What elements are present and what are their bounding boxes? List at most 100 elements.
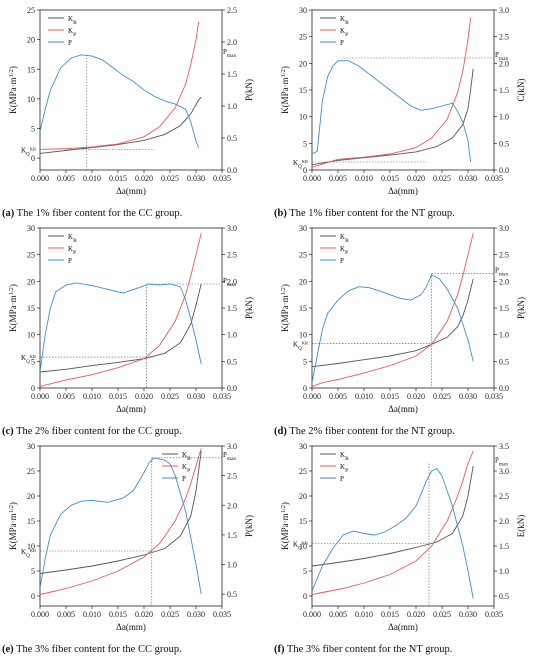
y-axis-label-exp: 1/2 bbox=[280, 505, 287, 513]
caption-text: The 1% fiber content for the CC group. bbox=[14, 208, 182, 219]
x-tick-label: 0.000 bbox=[303, 392, 321, 401]
pmax-label-main: P bbox=[223, 451, 227, 459]
legend-entry-name: K bbox=[68, 15, 73, 23]
y2-tick-label: 0.5 bbox=[227, 134, 237, 143]
y-tick-label: 5 bbox=[31, 125, 35, 134]
y-tick-label: 0 bbox=[303, 166, 307, 175]
x-tick-label: 0.015 bbox=[381, 174, 399, 183]
y-axis-label: K(MPa·m1/2) bbox=[280, 284, 291, 332]
x-tick-label: 0.035 bbox=[485, 610, 503, 619]
kq-label: KQKR bbox=[21, 548, 36, 559]
legend-entry-name: P bbox=[68, 39, 72, 47]
y2-tick-label: 2.0 bbox=[499, 277, 509, 286]
y-tick-label: 15 bbox=[299, 86, 307, 95]
y2-tick-label: 0.5 bbox=[227, 357, 237, 366]
y-tick-label: 15 bbox=[27, 65, 35, 74]
plot-frame bbox=[39, 9, 223, 171]
y2-tick-label: 1.0 bbox=[227, 102, 237, 111]
y2-tick-label: 2.5 bbox=[227, 6, 237, 15]
y2-tick-label: 2.5 bbox=[499, 492, 509, 501]
x-tick-label: 0.025 bbox=[433, 392, 451, 401]
legend-entry: P bbox=[340, 39, 344, 47]
legend-entry-name: K bbox=[340, 27, 345, 35]
legend-entry: KR bbox=[68, 15, 77, 26]
kq-label-sup: KR bbox=[302, 159, 308, 164]
series-line-p bbox=[39, 54, 200, 148]
pmax-label: Pmax bbox=[223, 48, 237, 59]
y2-axis-label: P(kN) bbox=[244, 79, 254, 101]
y-tick-label: 5 bbox=[303, 139, 307, 148]
pmax-label-sub: max bbox=[499, 56, 509, 62]
pmax-label-main: P bbox=[495, 457, 499, 465]
legend-entry-sub: R bbox=[345, 238, 349, 244]
y2-tick-label: 1.5 bbox=[499, 304, 509, 313]
kq-label-main: K bbox=[293, 341, 298, 349]
legend-entry: KR bbox=[340, 233, 349, 244]
x-tick-label: 0.005 bbox=[57, 174, 75, 183]
y2-tick-label: 1.0 bbox=[499, 567, 509, 576]
series-line-kr bbox=[311, 465, 474, 567]
y2-tick-label: 0.0 bbox=[499, 384, 509, 393]
legend-entry: KR bbox=[340, 451, 349, 462]
y-tick-label: 25 bbox=[27, 467, 35, 476]
pmax-label-main: P bbox=[223, 48, 227, 56]
y2-tick-label: 2.0 bbox=[227, 38, 237, 47]
y2-tick-label: 2.0 bbox=[499, 59, 509, 68]
y2-tick-label: 1.0 bbox=[227, 331, 237, 340]
series-line-p bbox=[39, 282, 202, 373]
x-tick-label: 0.010 bbox=[355, 174, 373, 183]
caption-text: The 3% fiber content for the CC group. bbox=[14, 644, 182, 655]
x-tick-label: 0.000 bbox=[31, 392, 49, 401]
y-axis-label-exp: 1/2 bbox=[280, 287, 287, 295]
y-tick-label: 25 bbox=[27, 6, 35, 15]
legend-entry: KR bbox=[340, 15, 349, 26]
y-tick-label: 30 bbox=[27, 224, 35, 233]
y-axis-label-text: K(MPa·m bbox=[8, 513, 18, 550]
caption-letter: (a) bbox=[2, 208, 15, 219]
x-axis-label: Δa(mm) bbox=[388, 622, 418, 632]
series-line-kp bbox=[39, 21, 200, 150]
x-tick-label: 0.035 bbox=[213, 610, 231, 619]
x-tick-label: 0.025 bbox=[161, 174, 179, 183]
y-tick-label: 15 bbox=[27, 304, 35, 313]
panel-f: 0.000 0.005 0.010 0.015 0.020 0.025 0.030 0.035… bbox=[274, 442, 526, 655]
kq-label-main: K bbox=[293, 159, 298, 167]
panel-e: 0.000 0.005 0.010 0.015 0.020 0.025 0.030 0.035… bbox=[2, 442, 254, 655]
y2-tick-label: 3.0 bbox=[499, 467, 509, 476]
y2-tick-label: 3.0 bbox=[499, 224, 509, 233]
x-tick-label: 0.000 bbox=[303, 610, 321, 619]
kq-label: KQKR bbox=[21, 354, 36, 365]
y-tick-label: 10 bbox=[299, 113, 307, 122]
series-line-p bbox=[311, 60, 472, 163]
series-line-kr bbox=[39, 96, 202, 154]
legend-entry-name: K bbox=[182, 451, 187, 459]
y-axis-label-text: K(MPa·m bbox=[8, 77, 18, 114]
panel-caption: (e) The 3% fiber content for the CC grou… bbox=[2, 644, 182, 655]
panel-a: 0.000 0.005 0.010 0.015 0.020 0.025 0.030 0.035… bbox=[2, 6, 254, 219]
x-tick-label: 0.020 bbox=[135, 174, 153, 183]
series-line-kp bbox=[39, 448, 202, 595]
x-tick-label: 0.025 bbox=[433, 610, 451, 619]
x-tick-label: 0.030 bbox=[459, 610, 477, 619]
x-tick-label: 0.000 bbox=[31, 610, 49, 619]
legend-entry-sub: P bbox=[345, 250, 348, 256]
legend-entry: P bbox=[182, 475, 186, 483]
y-tick-label: 30 bbox=[299, 442, 307, 451]
panel-c: 0.000 0.005 0.010 0.015 0.020 0.025 0.030 0.035… bbox=[2, 224, 254, 437]
y-tick-label: 10 bbox=[27, 542, 35, 551]
y2-axis-label: E(kN) bbox=[516, 515, 526, 538]
x-tick-label: 0.025 bbox=[161, 610, 179, 619]
x-tick-label: 0.020 bbox=[407, 392, 425, 401]
legend-entry-sub: P bbox=[187, 468, 190, 474]
y-axis-label-text: K(MPa·m bbox=[280, 77, 290, 114]
x-tick-label: 0.030 bbox=[187, 392, 205, 401]
legend-entry-name: K bbox=[340, 15, 345, 23]
panel-caption: (c) The 2% fiber content for the CC grou… bbox=[2, 426, 182, 437]
y-tick-label: 0 bbox=[31, 592, 35, 601]
y-tick-label: 20 bbox=[27, 277, 35, 286]
y2-tick-label: 1.5 bbox=[227, 304, 237, 313]
y2-tick-label: 3.5 bbox=[499, 442, 509, 451]
y2-tick-label: 2.5 bbox=[227, 472, 237, 481]
x-tick-label: 0.015 bbox=[109, 174, 127, 183]
x-tick-label: 0.010 bbox=[355, 392, 373, 401]
